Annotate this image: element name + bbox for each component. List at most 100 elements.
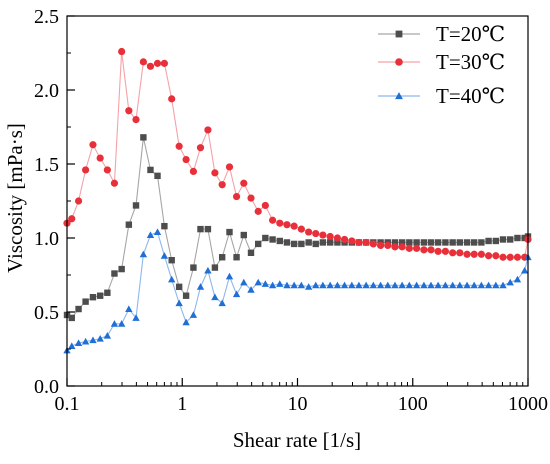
series-3: [63, 228, 532, 354]
series-3-point: [448, 281, 457, 289]
series-1-point: [218, 254, 226, 261]
series-3-point: [369, 281, 378, 289]
series-2-point: [333, 234, 342, 242]
series-3-point: [68, 342, 76, 349]
series-2-point: [81, 166, 90, 174]
series-3-point: [196, 283, 205, 290]
series-3-point: [376, 281, 385, 289]
series-2-point: [68, 215, 76, 223]
legend-swatch-marker: [395, 58, 403, 66]
series-2-point: [182, 155, 190, 164]
series-3-point: [405, 281, 414, 289]
series-3-point: [463, 281, 471, 289]
series-3-point: [283, 281, 291, 289]
series-1-point: [240, 231, 247, 239]
y-tick-label: 1.5: [34, 154, 59, 176]
series-3-point: [492, 281, 500, 289]
series-1-point: [391, 239, 399, 246]
series-2-point: [175, 142, 183, 150]
series-1-point: [132, 202, 140, 209]
series-1-point: [290, 240, 298, 248]
series-2-point: [74, 197, 83, 205]
series-1-point: [485, 237, 492, 245]
series-3-point: [362, 281, 370, 289]
series-2-point: [348, 237, 356, 245]
series-2-point: [218, 181, 226, 189]
series-layer: [63, 47, 532, 354]
series-2-point: [319, 231, 327, 239]
series-1-point: [298, 240, 305, 248]
series-3-point: [240, 278, 248, 286]
x-tick-label: 0.1: [55, 393, 80, 415]
series-2-point: [305, 228, 313, 236]
series-1-point: [499, 236, 507, 243]
series-2-point: [261, 201, 269, 210]
series-2-point: [362, 238, 370, 247]
series-2-point: [376, 241, 385, 249]
series-3-point: [513, 275, 522, 283]
series-2-point: [477, 250, 485, 258]
legend: T=20℃ T=30℃ T=40℃: [378, 22, 505, 108]
series-3-point: [103, 332, 112, 339]
series-2-point: [276, 219, 284, 227]
series-3-point: [412, 281, 421, 289]
series-2-point: [420, 246, 428, 254]
series-2-point: [398, 243, 406, 251]
series-1-point: [283, 239, 291, 246]
series-3-point: [125, 305, 133, 312]
series-1-point: [204, 225, 212, 233]
legend-entry-2: T=30℃: [378, 50, 505, 74]
series-2-point: [384, 241, 392, 249]
series-2-point: [355, 238, 363, 247]
series-1-point: [154, 172, 161, 180]
series-1-point: [247, 249, 255, 256]
series-1-point: [312, 240, 319, 248]
series-2-point: [427, 246, 435, 254]
series-1-point: [478, 239, 485, 246]
series-2-point: [463, 250, 471, 258]
series-3-point: [499, 281, 507, 289]
series-2-point: [146, 62, 155, 70]
series-2-point: [103, 166, 111, 174]
series-1-point: [233, 254, 240, 261]
series-1-point: [521, 234, 528, 242]
series-2-point: [283, 221, 291, 229]
series-1-point: [75, 305, 82, 313]
series-1-point: [226, 228, 233, 236]
series-2-point: [118, 47, 126, 56]
series-1-point: [118, 265, 125, 273]
series-1-point: [269, 236, 276, 243]
x-axis-title: Shear rate [1/s]: [233, 428, 361, 452]
series-1-point: [254, 240, 262, 248]
series-1-point: [190, 264, 197, 271]
series-3-point: [384, 281, 392, 289]
series-1-point: [197, 225, 204, 233]
series-1-point: [161, 222, 168, 230]
series-2-point: [441, 247, 450, 255]
series-2-point: [153, 59, 162, 67]
series-1-point: [413, 239, 420, 246]
x-tick-label: 10: [288, 393, 308, 415]
series-1-point: [334, 239, 341, 246]
series-2-point: [232, 192, 241, 201]
series-3-point: [506, 278, 514, 286]
y-tick-label: 2.0: [34, 80, 59, 102]
series-2-point: [405, 244, 413, 252]
y-tick-label: 0.0: [34, 376, 59, 398]
series-1-point: [514, 234, 521, 242]
series-3-point: [520, 266, 529, 274]
y-axis-title: Viscosity [mPa·s]: [3, 123, 27, 273]
series-1-point: [140, 134, 147, 141]
series-3-point: [456, 281, 464, 289]
series-2-point: [211, 169, 219, 177]
series-3-point: [268, 281, 277, 289]
series-3-point: [146, 231, 155, 238]
series-1-point: [276, 237, 283, 245]
series-3-point: [74, 339, 83, 347]
series-3-point: [132, 314, 140, 321]
series-3-point: [333, 281, 342, 289]
series-3-point: [290, 281, 298, 289]
series-2-point: [196, 144, 205, 152]
series-2: [63, 47, 532, 261]
series-2-point: [413, 244, 421, 252]
